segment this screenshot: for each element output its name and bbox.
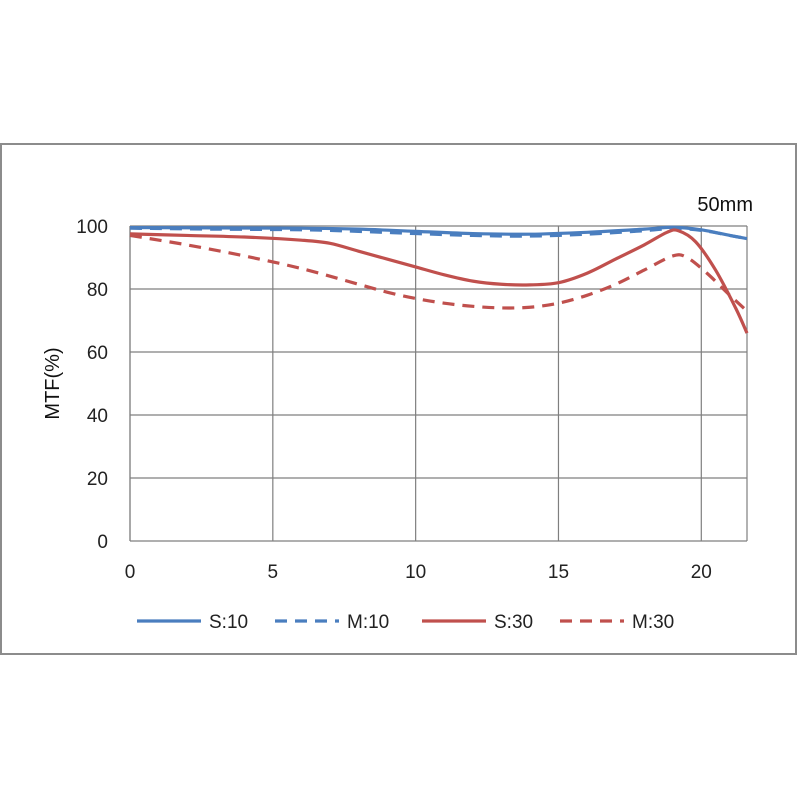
- series-line-s-30: [129, 228, 749, 334]
- legend-label: S:10: [209, 612, 248, 633]
- x-tick-label: 10: [405, 562, 426, 583]
- x-tick-label: 20: [691, 562, 712, 583]
- x-tick-label: 15: [548, 562, 569, 583]
- x-tick-label: 5: [268, 562, 279, 583]
- y-tick-label: 100: [76, 217, 108, 238]
- legend-label: S:30: [494, 612, 533, 633]
- y-tick-label: 80: [87, 280, 108, 301]
- y-tick-label: 0: [97, 532, 108, 553]
- mtf-chart: 0 20 40 60 80 100 0 5 10 15 20 50mm MTF(%) S:10 M:10 S:…: [42, 194, 753, 633]
- y-tick-label: 20: [87, 469, 108, 490]
- y-tick-label: 40: [87, 406, 108, 427]
- y-tick-label: 60: [87, 343, 108, 364]
- chart-title: 50mm: [697, 194, 753, 216]
- series-line-m-10: [129, 226, 748, 241]
- legend-label: M:10: [347, 612, 389, 633]
- chart-frame: 0 20 40 60 80 100 0 5 10 15 20 50mm MTF(%) S:10 M:10 S:…: [0, 143, 797, 655]
- legend-label: M:30: [632, 612, 674, 633]
- y-axis-label: MTF(%): [42, 347, 64, 419]
- x-tick-label: 0: [125, 562, 136, 583]
